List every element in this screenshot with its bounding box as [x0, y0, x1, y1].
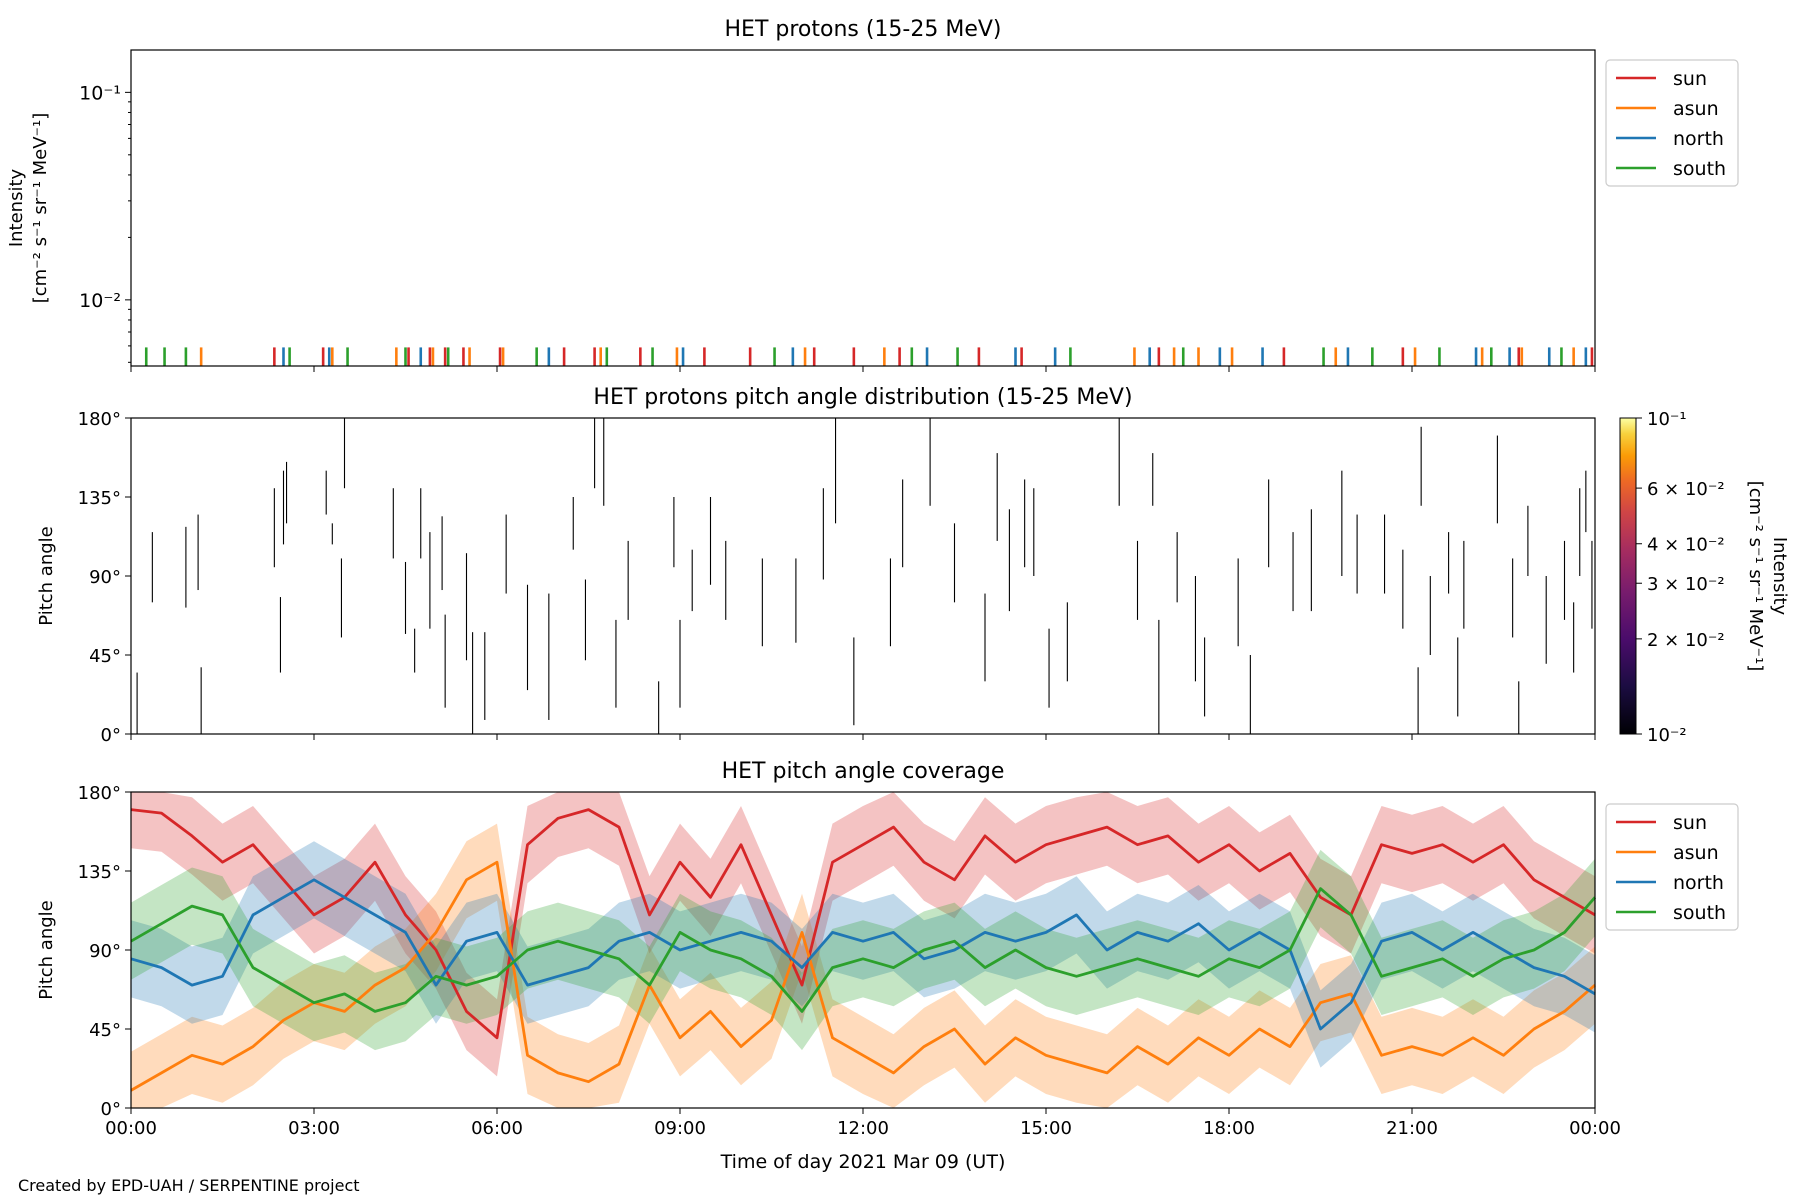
- panel-1-yticks: 10⁻² 10⁻¹: [79, 82, 131, 363]
- panel-1-data: [144, 347, 1594, 366]
- colorbar-ticks: 10⁻² 2 × 10⁻² 3 × 10⁻² 4 × 10⁻² 6 × 10⁻² 10⁻¹: [1636, 409, 1725, 746]
- legend-box: [1605, 803, 1739, 931]
- y-tick-label: 0°: [101, 1099, 121, 1120]
- panel-2-title: HET protons pitch angle distribution (15…: [593, 385, 1132, 410]
- panel-2-ylabel: Pitch angle: [36, 526, 57, 625]
- y-tick-label: 135°: [78, 862, 121, 883]
- legend-label-south: south: [1673, 158, 1726, 180]
- line-south: [130, 887, 1597, 1013]
- x-tick-label: 09:00: [654, 1118, 706, 1139]
- x-tick-label: 06:00: [471, 1118, 523, 1139]
- x-tick-label: 00:00: [105, 1118, 157, 1139]
- y-tick-label: 0°: [101, 725, 121, 746]
- x-tick-label: 03:00: [288, 1118, 340, 1139]
- y-tick-label: 45°: [89, 1020, 121, 1041]
- x-tick-label: 15:00: [1020, 1118, 1072, 1139]
- x-axis-label: Time of day 2021 Mar 09 (UT): [720, 1151, 1006, 1173]
- legend-label-sun: sun: [1673, 812, 1707, 834]
- y-tick-label: 135°: [78, 488, 121, 509]
- band-sun: [131, 792, 1595, 1077]
- panel-1-frame: [130, 49, 1596, 367]
- legend-label-sun: sun: [1673, 68, 1707, 90]
- legend-label-north: north: [1673, 872, 1724, 894]
- y-tick-label: 180°: [78, 783, 121, 804]
- colorbar-label: Intensity[cm⁻² s⁻¹ sr⁻¹ MeV⁻¹]: [1745, 481, 1790, 672]
- x-tick-label: 12:00: [837, 1118, 889, 1139]
- colorbar-tick-label: 4 × 10⁻²: [1647, 535, 1725, 556]
- y-tick-label: 45°: [89, 646, 121, 667]
- x-tick-label: 18:00: [1203, 1118, 1255, 1139]
- panel-pitch-angle-distribution: HET protons pitch angle distribution (15…: [36, 385, 1790, 746]
- line-north: [130, 878, 1596, 1031]
- colorbar-tick-label: 2 × 10⁻²: [1647, 630, 1725, 651]
- panel-1-xticks: [130, 366, 1596, 372]
- panel-3-xticks: 00:00 03:00 06:00 09:00 12:00 15:00 18:00 21:00…: [105, 1108, 1621, 1139]
- legend-label-south: south: [1673, 902, 1726, 924]
- panel-1-legend: sun asun north south: [1605, 59, 1739, 187]
- panel-3-yticks: 0° 45° 90° 135° 180°: [78, 783, 131, 1120]
- panel-2-data: [136, 418, 1593, 734]
- panel-2-frame: [130, 417, 1596, 735]
- panel-2-xticks: [130, 734, 1596, 740]
- ylabel-line: [cm⁻² s⁻¹ sr⁻¹ MeV⁻¹]: [30, 113, 51, 304]
- credit-text: Created by EPD-UAH / SERPENTINE project: [18, 1176, 360, 1195]
- line-asun: [130, 860, 1596, 1092]
- panel-intensity: HET protons (15-25 MeV) Intensity [cm⁻² s…: [6, 17, 1739, 372]
- colorbar-tick-label: 10⁻²: [1647, 725, 1687, 746]
- y-tick-label: 90°: [89, 941, 121, 962]
- colorbar-tick-label: 3 × 10⁻²: [1647, 574, 1725, 595]
- x-tick-label: 00:00: [1569, 1118, 1621, 1139]
- y-tick-label: 10⁻¹: [79, 82, 121, 104]
- y-tick-label: 10⁻²: [79, 290, 121, 312]
- panel-pitch-angle-coverage: HET pitch angle coverage Pitch angle 0° 4…: [36, 759, 1739, 1173]
- colorbar-tick-label: 10⁻¹: [1647, 409, 1687, 430]
- panel-1-title: HET protons (15-25 MeV): [725, 17, 1002, 42]
- legend-label-asun: asun: [1673, 98, 1719, 120]
- panel-3-ylabel: Pitch angle: [36, 900, 57, 999]
- x-tick-label: 21:00: [1386, 1118, 1438, 1139]
- ylabel-line: Intensity: [6, 168, 27, 247]
- colorbar-gradient: [1619, 417, 1637, 735]
- colorbar: 10⁻² 2 × 10⁻² 3 × 10⁻² 4 × 10⁻² 6 × 10⁻² 10⁻¹…: [1619, 409, 1790, 746]
- panel-3-data: [130, 792, 1597, 1108]
- y-tick-label: 180°: [78, 409, 121, 430]
- panel-2-yticks: 0° 45° 90° 135° 180°: [78, 409, 131, 746]
- panel-1-ylabel: Intensity [cm⁻² s⁻¹ sr⁻¹ MeV⁻¹]: [6, 113, 51, 304]
- legend-label-north: north: [1673, 128, 1724, 150]
- colorbar-label-line: [cm⁻² s⁻¹ sr⁻¹ MeV⁻¹]: [1745, 481, 1766, 672]
- panel-3-frame: [130, 791, 1596, 1109]
- colorbar-label-line: Intensity: [1769, 537, 1790, 616]
- panel-3-title: HET pitch angle coverage: [722, 759, 1005, 784]
- band-north: [131, 841, 1595, 1068]
- legend-label-asun: asun: [1673, 842, 1719, 864]
- band-south: [131, 849, 1595, 1051]
- colorbar-tick-label: 6 × 10⁻²: [1647, 479, 1725, 500]
- panel-3-legend: sun asun north south: [1605, 803, 1739, 931]
- y-tick-label: 90°: [89, 567, 121, 588]
- legend-box: [1605, 59, 1739, 187]
- band-asun: [131, 823, 1595, 1108]
